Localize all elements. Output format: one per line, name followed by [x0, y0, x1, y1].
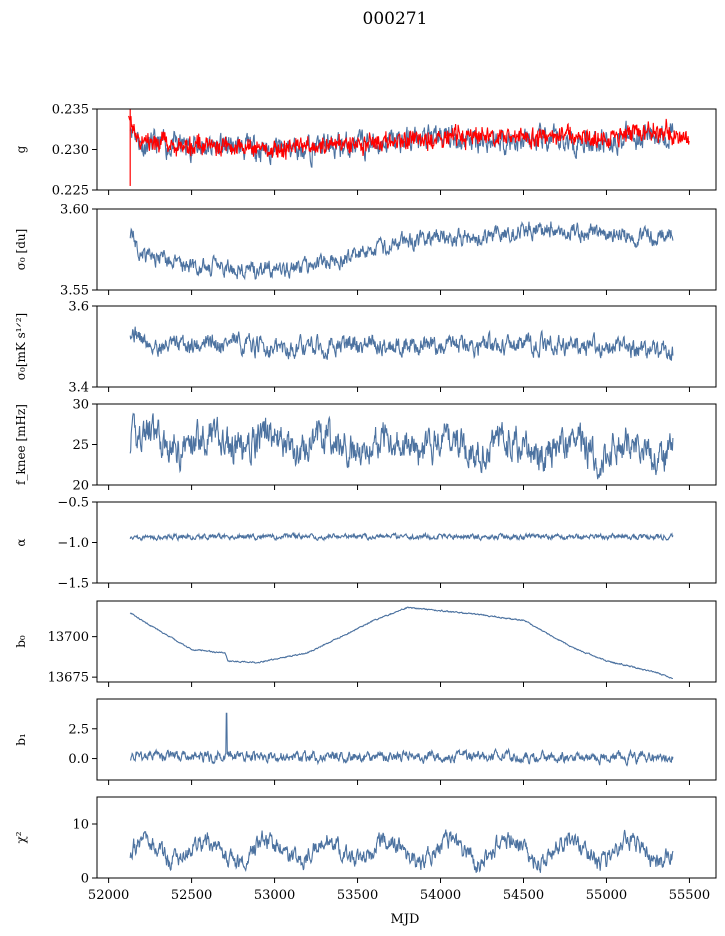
panel-2: 3.4 3.6 σ₀[mK s¹ᐟ²]	[14, 300, 717, 396]
x-axis-label: MJD	[391, 912, 420, 927]
axes-frame-4	[96, 501, 717, 584]
y-tick-label: 13675	[48, 671, 89, 686]
panel-7: 0 10 χ²	[14, 796, 717, 887]
shared-x-axis: 52000 52500 53000 53500 54000 54500 55000 55500	[88, 888, 710, 903]
y-tick-label: 30	[72, 398, 89, 413]
axes-frame-5	[96, 600, 717, 683]
y-tick-label: 13700	[48, 630, 89, 645]
y-tick-label: 0.230	[52, 143, 89, 158]
x-tick-label: 52000	[88, 888, 129, 903]
x-tick-label: 54500	[503, 888, 544, 903]
y-tick-label: 3.60	[60, 203, 89, 218]
y-tick-label: −0.5	[57, 496, 89, 511]
y-tick-label: −1.0	[57, 536, 89, 551]
y-tick-label: 0.235	[52, 103, 89, 118]
series-line-sigma0_du	[129, 220, 674, 281]
panel-4: −1.5 −1.0 −0.5 α	[14, 496, 717, 592]
series-line-sigma0_mK	[129, 326, 674, 361]
page-title: 000271	[363, 9, 428, 29]
y-axis-label-4: α	[14, 538, 28, 546]
y-axis-label-0: g	[14, 145, 28, 153]
panels: 0.225 0.230 0.235 g 3.55 3.60 σ₀ [du] 3.4 3.6 σ₀[…	[14, 103, 717, 887]
x-tick-label: 55000	[586, 888, 627, 903]
x-tick-label: 53000	[254, 888, 295, 903]
y-axis-label-7: χ²	[14, 831, 28, 843]
axes-frame-6	[96, 698, 717, 781]
y-tick-label: 25	[72, 438, 89, 453]
y-axis-label-6: b₁	[14, 733, 28, 746]
series-line-f_knee	[129, 412, 674, 480]
y-tick-label: 10	[72, 818, 89, 833]
x-tick-label: 54000	[420, 888, 461, 903]
x-tick-label: 53500	[337, 888, 378, 903]
y-axis-label-2: σ₀[mK s¹ᐟ²]	[14, 313, 28, 380]
y-axis-label-3: f_knee [mHz]	[14, 404, 28, 485]
axes-frame-7	[96, 796, 717, 879]
panel-3: 20 25 30 f_knee [mHz]	[14, 398, 717, 494]
y-tick-label: 3.4	[68, 381, 89, 396]
series-line-g_model	[127, 115, 690, 160]
series-line-b1	[129, 712, 674, 767]
y-tick-label: 0.225	[52, 184, 89, 199]
x-tick-label: 52500	[171, 888, 212, 903]
y-tick-label: −1.5	[57, 577, 89, 592]
axes-frame-2	[96, 305, 717, 388]
y-tick-label: 3.55	[60, 284, 89, 299]
y-tick-label: 20	[72, 479, 89, 494]
y-tick-label: 0	[81, 872, 89, 887]
panel-1: 3.55 3.60 σ₀ [du]	[14, 203, 717, 299]
y-axis-label-1: σ₀ [du]	[14, 229, 28, 271]
y-tick-label: 2.5	[68, 722, 89, 737]
y-axis-label-5: b₀	[14, 635, 28, 648]
panel-5: 13675 13700 b₀	[14, 600, 717, 687]
panel-0: 0.225 0.230 0.235 g	[14, 103, 717, 199]
y-tick-label: 0.0	[68, 752, 89, 767]
axes-frame-1	[96, 208, 717, 291]
panel-6: 0.0 2.5 b₁	[14, 698, 717, 785]
series-line-alpha	[129, 531, 674, 542]
series-line-b0	[129, 606, 674, 680]
x-tick-label: 55500	[669, 888, 710, 903]
series-line-chi2	[129, 829, 674, 873]
y-tick-label: 3.6	[68, 300, 89, 315]
